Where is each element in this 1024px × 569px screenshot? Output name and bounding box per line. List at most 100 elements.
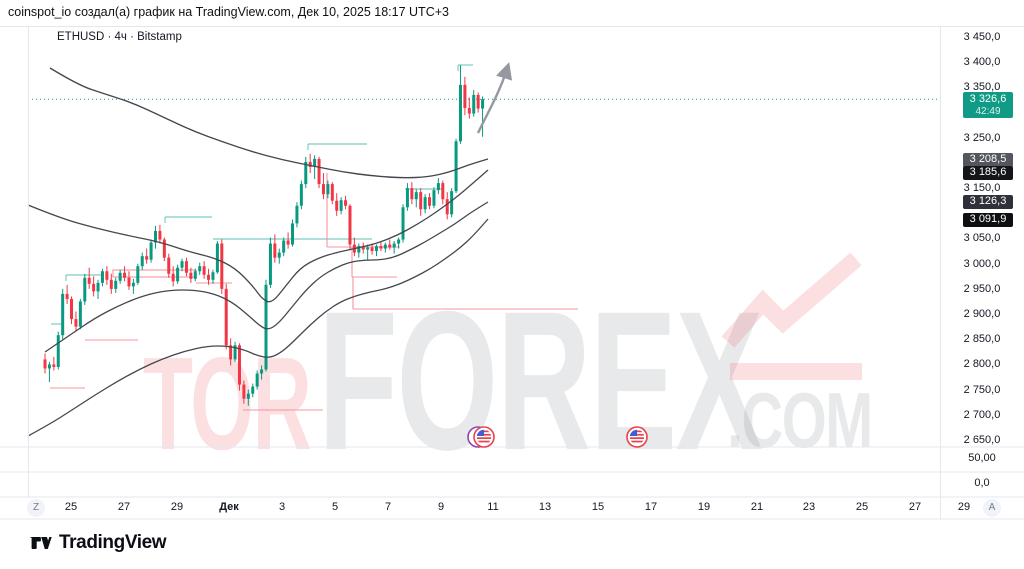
candle-body	[74, 319, 78, 327]
attribution-text: coinspot_io создал(а) график на TradingV…	[8, 5, 449, 19]
candle-body	[383, 244, 387, 249]
candle-body	[282, 240, 286, 253]
candle-body	[308, 161, 312, 167]
candle-body	[123, 272, 127, 278]
tradingview-brand-text: TradingView	[59, 532, 167, 553]
candle-body	[436, 183, 440, 191]
candle-body	[432, 190, 436, 206]
time-label: 9	[437, 501, 445, 513]
ma-slow-2-line	[27, 169, 489, 303]
candle-body	[357, 246, 361, 253]
time-label: 25	[855, 501, 869, 513]
price-label: 3 400,0	[963, 55, 1001, 68]
candle-body	[454, 141, 458, 192]
candle-body	[184, 261, 188, 273]
candle-body	[65, 293, 69, 299]
ma-fast-1-line	[44, 201, 489, 353]
candle-body	[277, 252, 281, 258]
event-flag-icon[interactable]	[467, 426, 495, 448]
candle-body	[366, 247, 370, 250]
candle-body	[237, 345, 241, 385]
candle-body	[344, 200, 348, 206]
price-label: 2 950,0	[963, 282, 1001, 295]
candle-body	[317, 158, 321, 185]
candle-body	[105, 271, 109, 280]
time-axis[interactable]: 25 27 29 Дек 3 5 7 9 11 13 15 17 19 21 23 25 27 29 Z A	[0, 497, 1024, 519]
symbol-title: ETHUSD · 4ч · Bitstamp	[57, 31, 182, 43]
header-separator	[0, 26, 1024, 27]
candle-body	[224, 288, 228, 346]
candle-body	[401, 207, 405, 240]
candle-body	[268, 243, 272, 285]
candle-body	[78, 301, 82, 327]
candle-body	[481, 99, 485, 109]
candle-body	[467, 108, 471, 114]
timezone-button[interactable]: Z	[27, 499, 45, 517]
ma-value-badge: 3 208,5	[963, 153, 1013, 167]
candle-body	[127, 277, 131, 287]
candle-body	[220, 243, 224, 289]
candle-body	[463, 84, 467, 109]
candle-body	[211, 272, 215, 280]
indicator-scale-label: 0,0	[974, 476, 990, 489]
time-label: 5	[331, 501, 339, 513]
bar-countdown: 42:49	[975, 106, 1001, 117]
tradingview-logo[interactable]: TradingView	[28, 531, 167, 555]
candle-body	[114, 280, 118, 289]
candle-body	[229, 345, 233, 360]
candle-body	[313, 158, 317, 167]
candle-body	[476, 94, 480, 109]
candle-body	[52, 364, 56, 367]
time-label: 7	[384, 501, 392, 513]
candle-body	[118, 272, 122, 281]
candle-body	[198, 266, 202, 272]
price-label: 2 800,0	[963, 357, 1001, 370]
time-label: 3	[278, 501, 286, 513]
watermark-com: .COM	[727, 376, 873, 464]
candle-body	[176, 267, 180, 282]
current-price-value: 3 326,6	[969, 93, 1007, 105]
event-flag-icon[interactable]	[626, 426, 648, 448]
candle-body	[251, 386, 255, 394]
candle-body	[202, 266, 206, 275]
candle-body	[335, 200, 339, 211]
candle-body	[405, 188, 409, 208]
ma-slow-1-line	[49, 67, 489, 179]
candle-body	[397, 239, 401, 244]
price-axis[interactable]: 3 450,0 3 400,0 3 350,0 3 250,0 3 150,0 3 050…	[940, 26, 1024, 519]
candle-body	[140, 256, 144, 267]
tradingview-logo-icon	[29, 537, 52, 549]
candle-body	[370, 247, 374, 252]
candle-body	[304, 161, 308, 185]
autoscale-button[interactable]: A	[983, 499, 1001, 517]
candle-body	[299, 184, 303, 206]
candle-body	[92, 283, 96, 292]
candle-body	[326, 184, 330, 195]
candle-body	[450, 191, 454, 215]
candle-body	[321, 184, 325, 195]
candle-body	[158, 230, 162, 240]
time-label: Дек	[219, 501, 239, 513]
candle-body	[458, 84, 462, 142]
candle-body	[419, 192, 423, 210]
time-label: 11	[487, 501, 499, 513]
time-label: 29	[957, 501, 971, 513]
candle-body	[423, 197, 427, 210]
price-label: 3 350,0	[963, 80, 1001, 93]
price-label: 3 250,0	[963, 131, 1001, 144]
candle-body	[286, 240, 290, 245]
candle-body	[410, 188, 414, 200]
candle-body	[70, 298, 74, 320]
candle-body	[295, 205, 299, 224]
candle-body	[136, 266, 140, 283]
candle-body	[193, 271, 197, 279]
candle-body	[291, 223, 295, 245]
price-label: 3 450,0	[963, 30, 1001, 43]
price-label: 2 850,0	[963, 332, 1001, 345]
candle-body	[145, 256, 149, 260]
candle-body	[273, 243, 277, 258]
time-label: 17	[644, 501, 658, 513]
candle-body	[189, 272, 193, 279]
